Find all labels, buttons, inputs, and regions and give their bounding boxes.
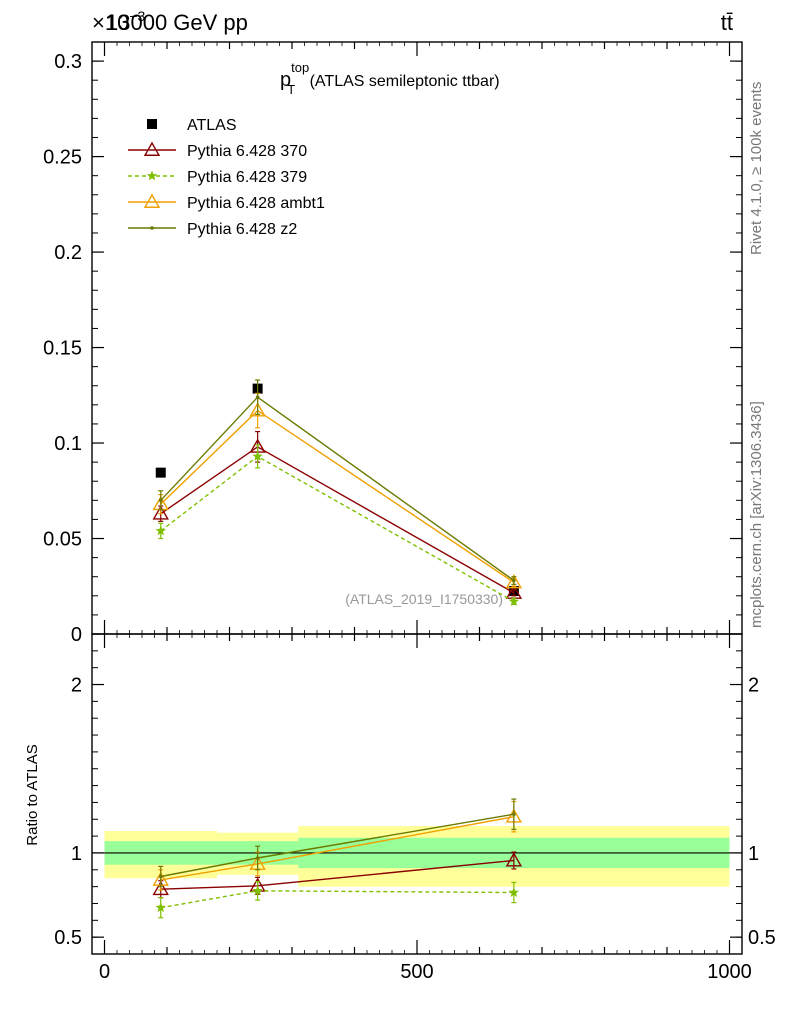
atlas-legend-marker: [147, 119, 157, 129]
p379-legend-label: Pythia 6.428 379: [187, 169, 307, 186]
exponent-label: ×10−3: [92, 8, 146, 35]
z2-marker: [255, 395, 260, 400]
y-tick-label: 2: [71, 675, 82, 697]
ambt1-legend-label: Pythia 6.428 ambt1: [187, 195, 325, 212]
y-tick-label: 0.5: [54, 927, 82, 949]
p379-line: [160, 890, 514, 909]
p379-marker: [155, 902, 166, 913]
collision-title: 13000 GeV pp: [106, 10, 248, 35]
plot-title: ptop T (ATLAS semileptonic ttbar): [280, 60, 500, 97]
y-tick-label: 0.3: [54, 51, 82, 73]
p379-marker: [508, 596, 520, 606]
z2-marker: [512, 812, 516, 817]
legend: ATLAS Pythia 6.428 370 Pythia 6.428 379 Pyt…: [128, 117, 325, 238]
p370-line: [160, 446, 515, 594]
p379-marker: [252, 450, 263, 461]
x-tick-label: 500: [400, 961, 433, 983]
p370-legend-marker: [143, 141, 161, 156]
ambt1-marker: [249, 402, 266, 417]
y-tick-label: 1: [71, 843, 82, 865]
atlas-legend-label: ATLAS: [187, 117, 237, 134]
y-tick-label: 0.05: [43, 529, 82, 551]
ambt1-legend-marker: [143, 193, 161, 208]
rivet-label: Rivet 4.1.0, ≥ 100k events: [748, 82, 765, 255]
mcplots-label: mcplots.cern.ch [arXiv:1306.3436]: [748, 401, 765, 628]
x-tick-label: 1000: [707, 961, 752, 983]
y-tick-label: 0.25: [43, 147, 82, 169]
y-tick-label-right: 0.5: [748, 927, 776, 949]
y-tick-label: 0.2: [54, 242, 82, 264]
atlas-marker: [155, 467, 166, 478]
p370-marker: [152, 505, 169, 520]
y-tick-label: 0.15: [43, 338, 82, 360]
z2-marker: [158, 874, 163, 879]
p379-line: [160, 455, 515, 603]
y-tick-label: 0: [71, 624, 82, 646]
p379-legend-marker: [146, 170, 158, 181]
p379-marker: [155, 525, 166, 536]
ambt1-marker: [505, 574, 523, 589]
z2-line: [160, 396, 515, 582]
z2-marker: [512, 578, 516, 583]
z2-legend-marker: [150, 226, 154, 230]
ratio-y-axis-label: Ratio to ATLAS: [24, 744, 41, 845]
p379-marker: [252, 885, 263, 896]
x-tick-label: 0: [99, 961, 110, 983]
z2-marker: [158, 498, 163, 503]
y-tick-label-right: 2: [748, 675, 759, 697]
z2-marker: [255, 856, 260, 860]
y-tick-label-right: 1: [748, 843, 759, 865]
p370-marker: [505, 852, 523, 867]
analysis-id: (ATLAS_2019_I1750330): [345, 591, 503, 607]
y-tick-label: 0.1: [54, 433, 82, 455]
p379-marker: [508, 887, 520, 897]
z2-legend-label: Pythia 6.428 z2: [187, 221, 297, 238]
process-title: tt̄: [721, 10, 733, 35]
panel-frame: [91, 633, 743, 955]
ambt1-line: [160, 409, 515, 583]
p370-legend-label: Pythia 6.428 370: [187, 143, 307, 160]
p370-marker: [152, 880, 169, 896]
